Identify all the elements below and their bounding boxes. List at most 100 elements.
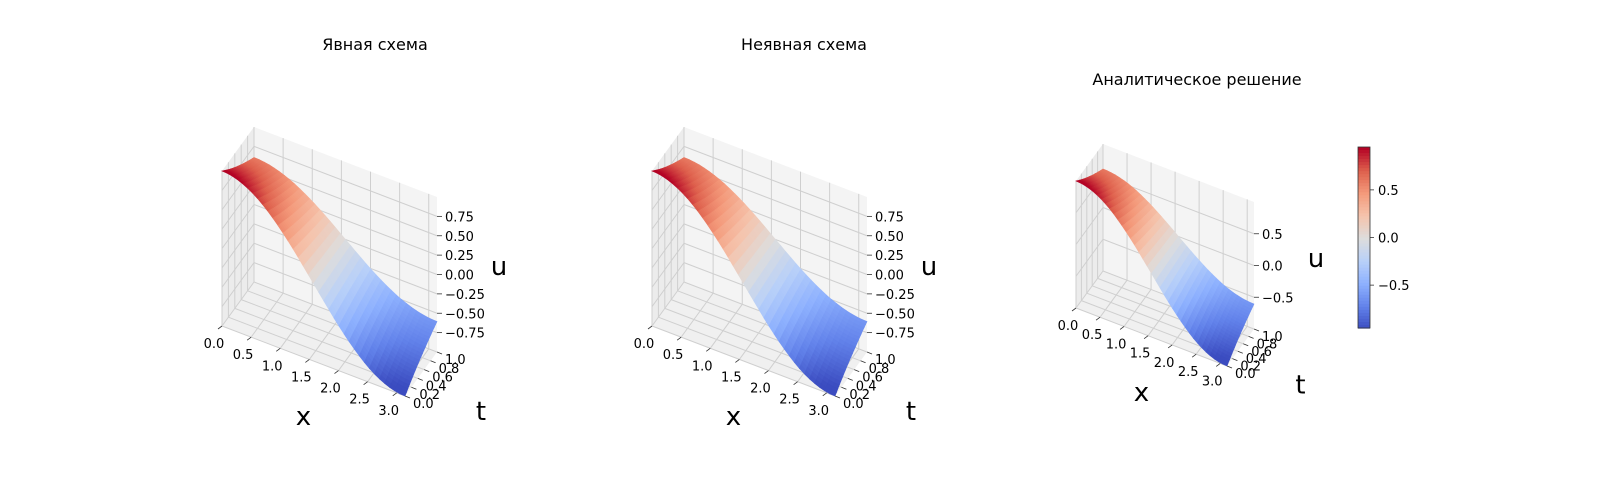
x-tick-mark (334, 370, 339, 374)
u-tick-label: 0.00 (875, 269, 904, 284)
colorbar-segment (1358, 318, 1370, 323)
x-tick-label: 1.5 (1130, 347, 1151, 362)
colorbar-tick-label: 0.5 (1378, 184, 1399, 199)
t-tick-label: 0.0 (413, 397, 434, 412)
colorbar-segment (1358, 165, 1370, 169)
grid-line-x (1099, 279, 1128, 318)
u-tick-label: −0.25 (445, 288, 485, 303)
colorbar-segment (1358, 309, 1370, 314)
colorbar-segment (1358, 243, 1370, 248)
surface-patch (399, 389, 407, 397)
colorbar-segment (1358, 186, 1370, 190)
colorbar-segment (1358, 201, 1370, 205)
colorbar-segment (1358, 162, 1370, 166)
grid-line-u (651, 204, 685, 249)
t-tick-mark (436, 351, 443, 355)
x-tick-mark (363, 381, 368, 386)
grid-line-x (279, 303, 313, 349)
grid-line-u (221, 223, 255, 269)
surface (220, 157, 438, 397)
t-tick-mark (1253, 328, 1260, 332)
x-axis-label: x (296, 402, 311, 432)
x-tick-label: 2.5 (349, 393, 370, 408)
colorbar-segment (1358, 285, 1370, 290)
colorbar-segment (1358, 258, 1370, 263)
grid-line-u (683, 145, 868, 217)
x-tick-mark (246, 336, 252, 341)
x-tick-mark (735, 359, 740, 363)
t-tick-mark (860, 360, 866, 364)
grid-line-t (221, 325, 406, 397)
colorbar-segment (1358, 267, 1370, 272)
grid-line-u (651, 262, 685, 307)
colorbar-segment (1358, 192, 1370, 196)
colorbar-segment (1358, 225, 1370, 230)
t-tick-mark (1226, 365, 1233, 369)
t-tick-label: 1.0 (875, 353, 896, 368)
colorbar-segment (1358, 177, 1370, 181)
x-tick-label: 1.0 (1106, 337, 1127, 352)
t-tick-label: 0.2 (1240, 360, 1261, 375)
colorbar-segment (1358, 315, 1370, 320)
t-tick-label: 0.2 (849, 388, 870, 403)
colorbar-segment (1358, 222, 1370, 227)
colorbar-segment (1358, 288, 1370, 293)
colorbar-segment (1358, 255, 1370, 260)
colorbar-segment (1358, 219, 1370, 224)
grid-line-u (651, 242, 685, 288)
x-tick-mark (392, 392, 397, 397)
t-tick-mark (417, 378, 423, 381)
x-tick-label: 0.0 (634, 337, 655, 352)
colorbar-segment (1358, 303, 1370, 308)
colorbar-segment (1358, 198, 1370, 202)
u-tick-label: −0.25 (875, 288, 915, 303)
colorbar-segment (1358, 270, 1370, 275)
surface-plot-2: 0.00.51.01.52.02.53.0 0.00.20.40.60.81.00… (634, 35, 938, 432)
grid-line-x (1123, 289, 1152, 327)
grid-line-u (651, 223, 685, 269)
x-tick-mark (1191, 353, 1197, 358)
colorbar-segment (1358, 240, 1370, 245)
grid-line-u (253, 145, 438, 217)
colorbar-segment (1358, 204, 1370, 208)
colorbar-segment (1358, 189, 1370, 193)
t-tick-mark (1237, 350, 1243, 354)
colorbar-segment (1358, 231, 1370, 236)
u-tick-label: 0.50 (445, 230, 474, 245)
t-axis-label: t (906, 397, 916, 427)
grid-line-u (1075, 207, 1104, 245)
grid-line-t (1075, 307, 1228, 367)
colorbar-segment (1358, 228, 1370, 233)
colorbar-segment (1358, 147, 1370, 151)
x-tick-mark (706, 347, 711, 352)
x-tick-label: 0.0 (204, 337, 225, 352)
colorbar-segment (1358, 252, 1370, 257)
t-tick-mark (424, 369, 430, 372)
x-tick-mark (676, 336, 682, 341)
grid-line-t (651, 325, 836, 397)
t-tick-mark (411, 386, 417, 390)
grid-line-u (221, 262, 255, 307)
u-tick-label: 0.5 (1262, 228, 1283, 243)
x-tick-mark (305, 359, 310, 363)
u-tick-label: 0.75 (445, 210, 474, 225)
t-tick-label: 0.8 (1257, 337, 1278, 352)
colorbar-segment (1358, 261, 1370, 266)
u-tick-label: −0.5 (1262, 291, 1294, 306)
colorbar-segment (1358, 168, 1370, 172)
surface-plot-1: 0.00.51.01.52.02.53.0 0.00.20.40.60.81.00… (204, 35, 508, 432)
t-tick-label: 0.4 (856, 379, 877, 394)
x-tick-mark (1167, 344, 1173, 349)
grid-line-x (308, 315, 342, 360)
surface-plot-3: 0.00.51.01.52.02.53.0 0.00.20.40.60.81.00… (1058, 70, 1410, 408)
u-tick-label: −0.75 (875, 327, 915, 342)
x-tick-label: 2.0 (320, 382, 341, 397)
u-tick-label: 0.75 (875, 210, 904, 225)
colorbar-segment (1358, 156, 1370, 160)
u-tick-label: −0.50 (445, 307, 485, 322)
x-tick-mark (1143, 335, 1149, 340)
u-tick-label: 0.0 (1262, 260, 1283, 275)
t-tick-mark (866, 351, 873, 355)
colorbar-segment (1358, 150, 1370, 154)
